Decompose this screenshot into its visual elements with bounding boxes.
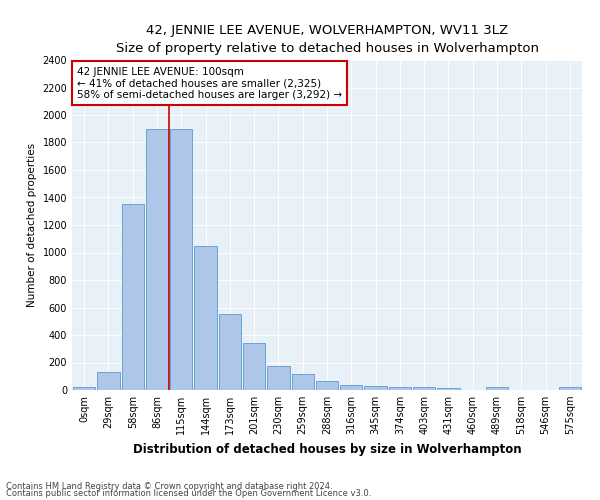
Bar — [437, 388, 460, 390]
Bar — [486, 387, 508, 390]
Bar — [218, 314, 241, 390]
Title: 42, JENNIE LEE AVENUE, WOLVERHAMPTON, WV11 3LZ
Size of property relative to deta: 42, JENNIE LEE AVENUE, WOLVERHAMPTON, WV… — [115, 24, 539, 54]
Text: Contains public sector information licensed under the Open Government Licence v3: Contains public sector information licen… — [6, 489, 371, 498]
Bar — [146, 128, 168, 390]
Bar — [316, 381, 338, 390]
Bar — [97, 372, 119, 390]
Bar — [292, 374, 314, 390]
Y-axis label: Number of detached properties: Number of detached properties — [27, 143, 37, 307]
Bar — [267, 366, 290, 390]
Bar — [364, 386, 387, 390]
Text: Contains HM Land Registry data © Crown copyright and database right 2024.: Contains HM Land Registry data © Crown c… — [6, 482, 332, 491]
Bar — [73, 387, 95, 390]
X-axis label: Distribution of detached houses by size in Wolverhampton: Distribution of detached houses by size … — [133, 442, 521, 456]
Bar — [170, 128, 193, 390]
Bar — [243, 343, 265, 390]
Bar — [122, 204, 144, 390]
Bar — [340, 384, 362, 390]
Bar — [413, 387, 436, 390]
Bar — [559, 387, 581, 390]
Text: 42 JENNIE LEE AVENUE: 100sqm
← 41% of detached houses are smaller (2,325)
58% of: 42 JENNIE LEE AVENUE: 100sqm ← 41% of de… — [77, 66, 342, 100]
Bar — [194, 246, 217, 390]
Bar — [389, 386, 411, 390]
